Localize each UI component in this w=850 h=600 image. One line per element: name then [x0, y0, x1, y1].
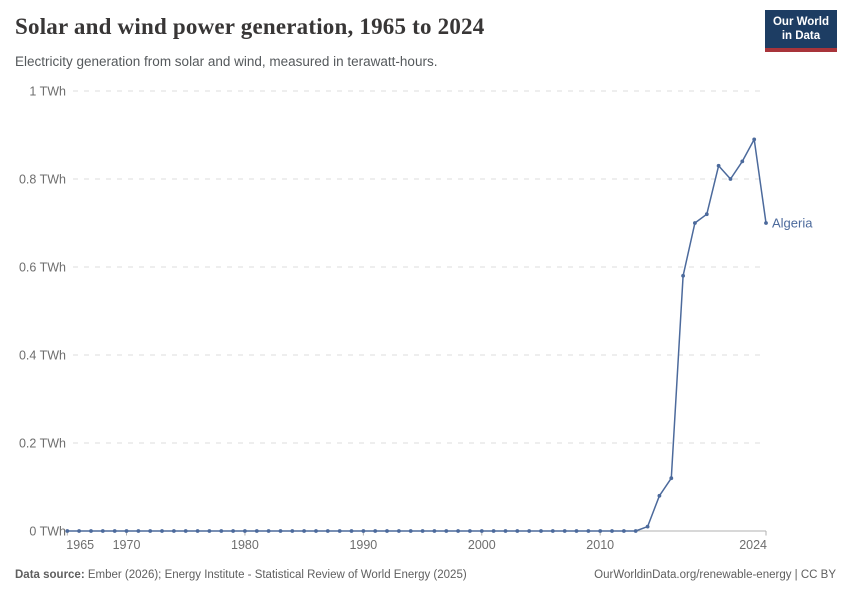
data-point[interactable]	[562, 529, 567, 533]
data-point[interactable]	[148, 529, 153, 533]
data-point[interactable]	[100, 529, 105, 533]
data-source-note: Data source: Ember (2026); Energy Instit…	[15, 569, 467, 581]
data-point[interactable]	[243, 529, 247, 533]
data-point[interactable]	[527, 529, 532, 533]
data-point[interactable]	[716, 163, 721, 168]
data-point[interactable]	[397, 529, 401, 533]
data-point[interactable]	[65, 529, 70, 533]
data-point[interactable]	[539, 529, 543, 533]
data-point[interactable]	[515, 529, 520, 533]
y-tick-label: 1 TWh	[29, 85, 66, 99]
data-point[interactable]	[420, 529, 425, 533]
data-point[interactable]	[385, 529, 389, 533]
data-point[interactable]	[112, 529, 117, 533]
data-point[interactable]	[669, 476, 674, 481]
data-point[interactable]	[704, 212, 709, 217]
data-source-text: Ember (2026); Energy Institute - Statist…	[84, 569, 467, 581]
x-tick-label: 2000	[468, 538, 496, 552]
data-point[interactable]	[195, 529, 200, 533]
owid-logo-line1: Our World	[772, 16, 829, 28]
owid-logo[interactable]: Our World in Data	[764, 10, 837, 52]
owid-logo-line2: in Data	[781, 30, 821, 43]
data-point[interactable]	[491, 529, 496, 533]
y-tick-label: 0.2 TWh	[19, 437, 66, 451]
data-point[interactable]	[633, 529, 638, 533]
series-line-algeria[interactable]	[67, 138, 767, 532]
data-point[interactable]	[266, 529, 271, 533]
x-tick-label: 1970	[113, 538, 141, 552]
credit-link[interactable]: OurWorldinData.org/renewable-energy | CC…	[594, 569, 836, 581]
chart-subtitle: Electricity generation from solar and wi…	[15, 54, 438, 69]
data-point[interactable]	[278, 529, 283, 533]
x-tick-label: 1965	[66, 538, 94, 552]
data-point[interactable]	[124, 529, 129, 533]
data-point[interactable]	[207, 529, 212, 533]
data-point[interactable]	[468, 529, 472, 533]
data-point[interactable]	[349, 529, 354, 533]
x-tick-label: 1990	[349, 538, 377, 552]
y-tick-label: 0 TWh	[29, 525, 66, 539]
y-tick-label: 0.8 TWh	[19, 173, 66, 187]
x-tick-label: 1980	[231, 538, 259, 552]
data-point[interactable]	[598, 529, 603, 533]
data-point[interactable]	[550, 529, 555, 533]
data-point[interactable]	[314, 529, 318, 533]
data-point[interactable]	[574, 529, 579, 533]
data-point[interactable]	[77, 529, 81, 533]
data-point[interactable]	[373, 529, 378, 533]
y-tick-label: 0.6 TWh	[19, 261, 66, 275]
data-point[interactable]	[160, 529, 164, 533]
data-point[interactable]	[456, 529, 460, 533]
data-point[interactable]	[610, 529, 614, 533]
data-point[interactable]	[432, 529, 437, 533]
chart-footer: Data source: Ember (2026); Energy Instit…	[15, 569, 836, 581]
data-point[interactable]	[645, 524, 650, 529]
data-point[interactable]	[444, 529, 449, 533]
data-point[interactable]	[622, 529, 626, 533]
y-tick-label: 0.4 TWh	[19, 349, 66, 363]
data-point[interactable]	[325, 529, 330, 533]
entity-label[interactable]: Algeria	[772, 216, 813, 231]
data-point[interactable]	[586, 529, 591, 533]
data-source-label: Data source:	[15, 569, 85, 581]
x-tick-label: 2024	[739, 538, 767, 552]
data-point[interactable]	[503, 529, 508, 533]
data-point[interactable]	[302, 529, 306, 533]
data-point[interactable]	[172, 529, 176, 533]
data-point[interactable]	[231, 529, 236, 533]
data-point[interactable]	[219, 529, 224, 533]
data-point[interactable]	[290, 529, 295, 533]
data-point[interactable]	[764, 221, 768, 225]
data-point[interactable]	[681, 273, 685, 278]
data-point[interactable]	[479, 529, 484, 533]
data-point[interactable]	[183, 529, 188, 533]
data-point[interactable]	[337, 529, 342, 533]
data-point[interactable]	[89, 529, 93, 533]
data-point[interactable]	[361, 529, 366, 533]
data-point[interactable]	[740, 159, 745, 164]
data-point[interactable]	[254, 529, 259, 533]
data-point[interactable]	[728, 177, 733, 181]
x-tick-label: 2010	[586, 538, 614, 552]
data-point[interactable]	[657, 493, 662, 498]
chart-title: Solar and wind power generation, 1965 to…	[15, 14, 485, 39]
data-point[interactable]	[136, 529, 141, 533]
data-point[interactable]	[408, 529, 413, 533]
data-point[interactable]	[752, 137, 757, 142]
data-point[interactable]	[693, 221, 697, 225]
